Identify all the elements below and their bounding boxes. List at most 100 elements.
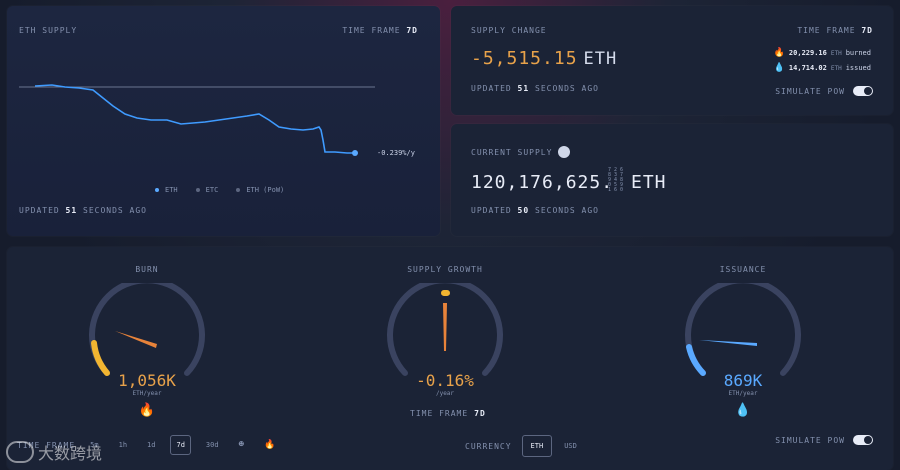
timeframe-label: TIME FRAME	[410, 409, 469, 418]
supply-change-value: -5,515.15 ETH	[471, 48, 617, 69]
since-burn-fire-icon[interactable]: 🔥	[264, 440, 276, 450]
gauge-fill	[91, 340, 110, 376]
issued-unit: ETH	[830, 64, 842, 72]
eth-supply-timeframe[interactable]: TIME FRAME 7d	[342, 26, 418, 35]
burn-gauge-dial	[89, 283, 205, 376]
current-supply-unit: ETH	[631, 172, 667, 193]
timeframe-value: 7d	[406, 26, 418, 35]
burn-gauge: BURN 1,056K ETH/year 🔥	[47, 247, 247, 427]
updated-value: 50	[517, 206, 530, 215]
updated-prefix: UPDATED	[471, 206, 512, 215]
issuance-unit: ETH/year	[728, 390, 758, 397]
updated-suffix: SECONDS AGO	[535, 206, 599, 215]
currency-label: CURRENCY	[465, 441, 512, 451]
updated-value: 51	[65, 206, 78, 215]
burned-unit: ETH	[830, 49, 842, 57]
merge-panda-icon[interactable]: ☻	[238, 440, 244, 450]
legend-dot	[195, 188, 200, 192]
updated-prefix: UPDATED	[471, 84, 512, 93]
timeframe-selector: TIME FRAME 5m 1h 1d 7d 30d ☻ 🔥	[17, 435, 280, 455]
issuance-gauge-dial	[685, 283, 801, 376]
gauge-needle	[115, 331, 157, 348]
growth-timeframe[interactable]: TIME FRAME 7d	[410, 409, 486, 418]
eth-supply-change-label: -0.239%/y	[377, 149, 415, 157]
supply-change-number: -5,515.15	[471, 48, 578, 69]
currency-usd-button[interactable]: USD	[564, 442, 577, 450]
current-supply-title-row: CURRENT SUPPLY	[471, 146, 571, 158]
supply-change-unit: ETH	[583, 49, 618, 69]
timeframe-7d-button[interactable]: 7d	[170, 435, 191, 455]
fire-icon: 🔥	[773, 48, 785, 58]
simulate-pow-label: SIMULATE PoW	[775, 435, 845, 445]
simulate-pow-bottom: SIMULATE PoW	[775, 435, 873, 445]
droplet-icon: 💧	[773, 63, 785, 73]
currency-selector: CURRENCY ETH USD	[465, 435, 585, 457]
simulate-pow-toggle[interactable]	[853, 86, 873, 96]
simulate-pow-label: SIMULATE PoW	[775, 86, 845, 96]
watermark-text: 大数跨境	[38, 444, 103, 463]
eth-supply-chart: -0.239%/y	[19, 84, 415, 157]
timeframe-label: TIME FRAME	[342, 26, 401, 35]
timeframe-1h-button[interactable]: 1h	[118, 441, 128, 449]
legend-item-etc[interactable]: ETC	[195, 186, 219, 194]
eth-supply-card: ETH SUPPLY TIME FRAME 7d -0.239%/y ETH E…	[7, 6, 440, 236]
current-supply-value: 120,176,625.	[471, 172, 614, 193]
simulate-pow-toggle[interactable]	[853, 435, 873, 445]
issued-label: issued	[845, 64, 871, 72]
timeframe-1d-button[interactable]: 1d	[147, 441, 156, 449]
supply-change-timeframe[interactable]: TIME FRAME 7d	[797, 26, 873, 35]
updated-prefix: UPDATED	[19, 206, 60, 215]
legend-label: ETH	[165, 186, 178, 194]
growth-title: SUPPLY GROWTH	[407, 265, 483, 274]
eth-supply-title: ETH SUPPLY	[19, 26, 78, 35]
timeframe-label: TIME FRAME	[797, 26, 856, 35]
supply-change-updated: UPDATED 51 SECONDS AGO	[471, 84, 599, 93]
growth-gauge-dial	[387, 283, 503, 376]
updated-suffix: SECONDS AGO	[83, 206, 147, 215]
issuance-value: 869K	[723, 371, 763, 390]
burn-title: BURN	[135, 265, 159, 274]
legend-item-eth-pow[interactable]: ETH (PoW)	[236, 186, 284, 194]
updated-suffix: SECONDS AGO	[535, 84, 599, 93]
timeframe-value: 7d	[474, 409, 486, 418]
watermark: 大数跨境	[6, 440, 102, 464]
issuance-gauge: ISSUANCE 869K ETH/year 💧	[643, 247, 843, 427]
gauge-track	[89, 283, 205, 376]
current-supply-title: CURRENT SUPPLY	[471, 147, 553, 157]
legend-dot	[155, 188, 159, 192]
burned-label: burned	[845, 49, 871, 57]
gauge-fill	[686, 344, 706, 376]
issued-row: 💧 14,714.02 ETH issued	[774, 63, 871, 73]
burned-value: 20,229.16	[788, 49, 827, 57]
gauges-card: BURN 1,056K ETH/year 🔥 SUPPLY GROWTH -0.…	[7, 247, 893, 470]
fire-icon: 🔥	[138, 403, 156, 418]
updated-value: 51	[517, 84, 530, 93]
ultrasound-icon	[558, 146, 571, 158]
burn-value: 1,056K	[118, 371, 176, 390]
gauge-needle	[699, 340, 757, 346]
watermark-logo-icon	[6, 441, 34, 463]
burn-unit: ETH/year	[132, 390, 162, 397]
issued-value: 14,714.02	[788, 64, 827, 72]
eth-supply-current-point[interactable]	[352, 150, 358, 156]
growth-unit: /year	[435, 390, 455, 397]
eth-supply-updated: UPDATED 51 SECONDS AGO	[19, 206, 147, 215]
timeframe-value: 7d	[861, 26, 873, 35]
supply-growth-gauge: SUPPLY GROWTH -0.16% /year	[345, 247, 545, 427]
legend-label: ETH (PoW)	[246, 186, 285, 194]
current-supply-updated: UPDATED 50 SECONDS AGO	[471, 206, 599, 215]
simulate-pow-row: SIMULATE PoW	[775, 86, 873, 96]
issuance-title: ISSUANCE	[719, 265, 767, 274]
droplet-icon: 💧	[734, 403, 752, 418]
chart-legend: ETH ETC ETH (PoW)	[155, 186, 284, 194]
burned-row: 🔥 20,229.16 ETH burned	[774, 48, 871, 58]
timeframe-5m-button[interactable]: 5m	[90, 441, 99, 449]
gauge-needle	[443, 303, 447, 351]
eth-supply-series-line	[34, 84, 355, 154]
timeframe-30d-button[interactable]: 30d	[205, 441, 219, 449]
currency-eth-button[interactable]: ETH	[521, 435, 553, 457]
legend-item-eth[interactable]: ETH	[155, 186, 178, 194]
legend-label: ETC	[205, 186, 219, 194]
